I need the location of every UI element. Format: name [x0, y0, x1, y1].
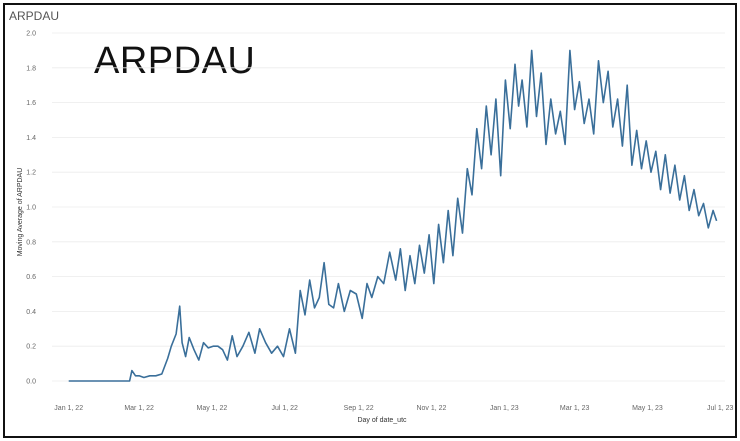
x-tick-label: Jul 1, 22 — [271, 405, 298, 412]
series-line — [68, 49, 718, 382]
x-tick-labels: Jan 1, 22 Mar 1, 22 May 1, 22 Jul 1, 22 Sep … — [54, 405, 733, 412]
chart-title: ARPDAU — [94, 40, 256, 82]
x-tick-label: Sep 1, 22 — [344, 405, 374, 412]
x-tick-label: May 1, 22 — [197, 405, 228, 412]
y-tick-label: 0.8 — [26, 239, 36, 246]
grid-lines — [52, 32, 725, 382]
x-tick-label: Jan 1, 23 — [490, 405, 519, 412]
x-tick-label: Mar 1, 23 — [560, 405, 590, 412]
y-tick-label: 0.0 — [26, 379, 36, 386]
x-tick-label: Mar 1, 22 — [124, 405, 154, 412]
y-tick-label: 0.2 — [26, 344, 36, 351]
y-tick-label: 1.0 — [26, 205, 36, 212]
sheet-title: ARPDAU — [9, 9, 60, 23]
y-axis-label: Moving Average of ARPDAU — [17, 168, 24, 257]
y-tick-label: 2.0 — [26, 31, 36, 38]
y-tick-label: 1.8 — [26, 65, 36, 72]
y-tick-label: 1.2 — [26, 170, 36, 177]
x-tick-label: May 1, 23 — [632, 405, 663, 412]
x-tick-label: Nov 1, 22 — [416, 405, 446, 412]
y-tick-label: 0.4 — [26, 309, 36, 316]
y-tick-labels: 0.0 0.2 0.4 0.6 0.8 1.0 1.2 1.4 1.6 1.8 2.0 — [26, 31, 36, 386]
y-tick-label: 1.4 — [26, 135, 36, 142]
y-tick-label: 0.6 — [26, 274, 36, 281]
y-tick-label: 1.6 — [26, 100, 36, 107]
chart-frame — [3, 3, 737, 438]
x-tick-label: Jan 1, 22 — [54, 405, 83, 412]
x-tick-label: Jul 1, 23 — [707, 405, 734, 412]
x-axis-label: Day of date_utc — [357, 417, 407, 424]
